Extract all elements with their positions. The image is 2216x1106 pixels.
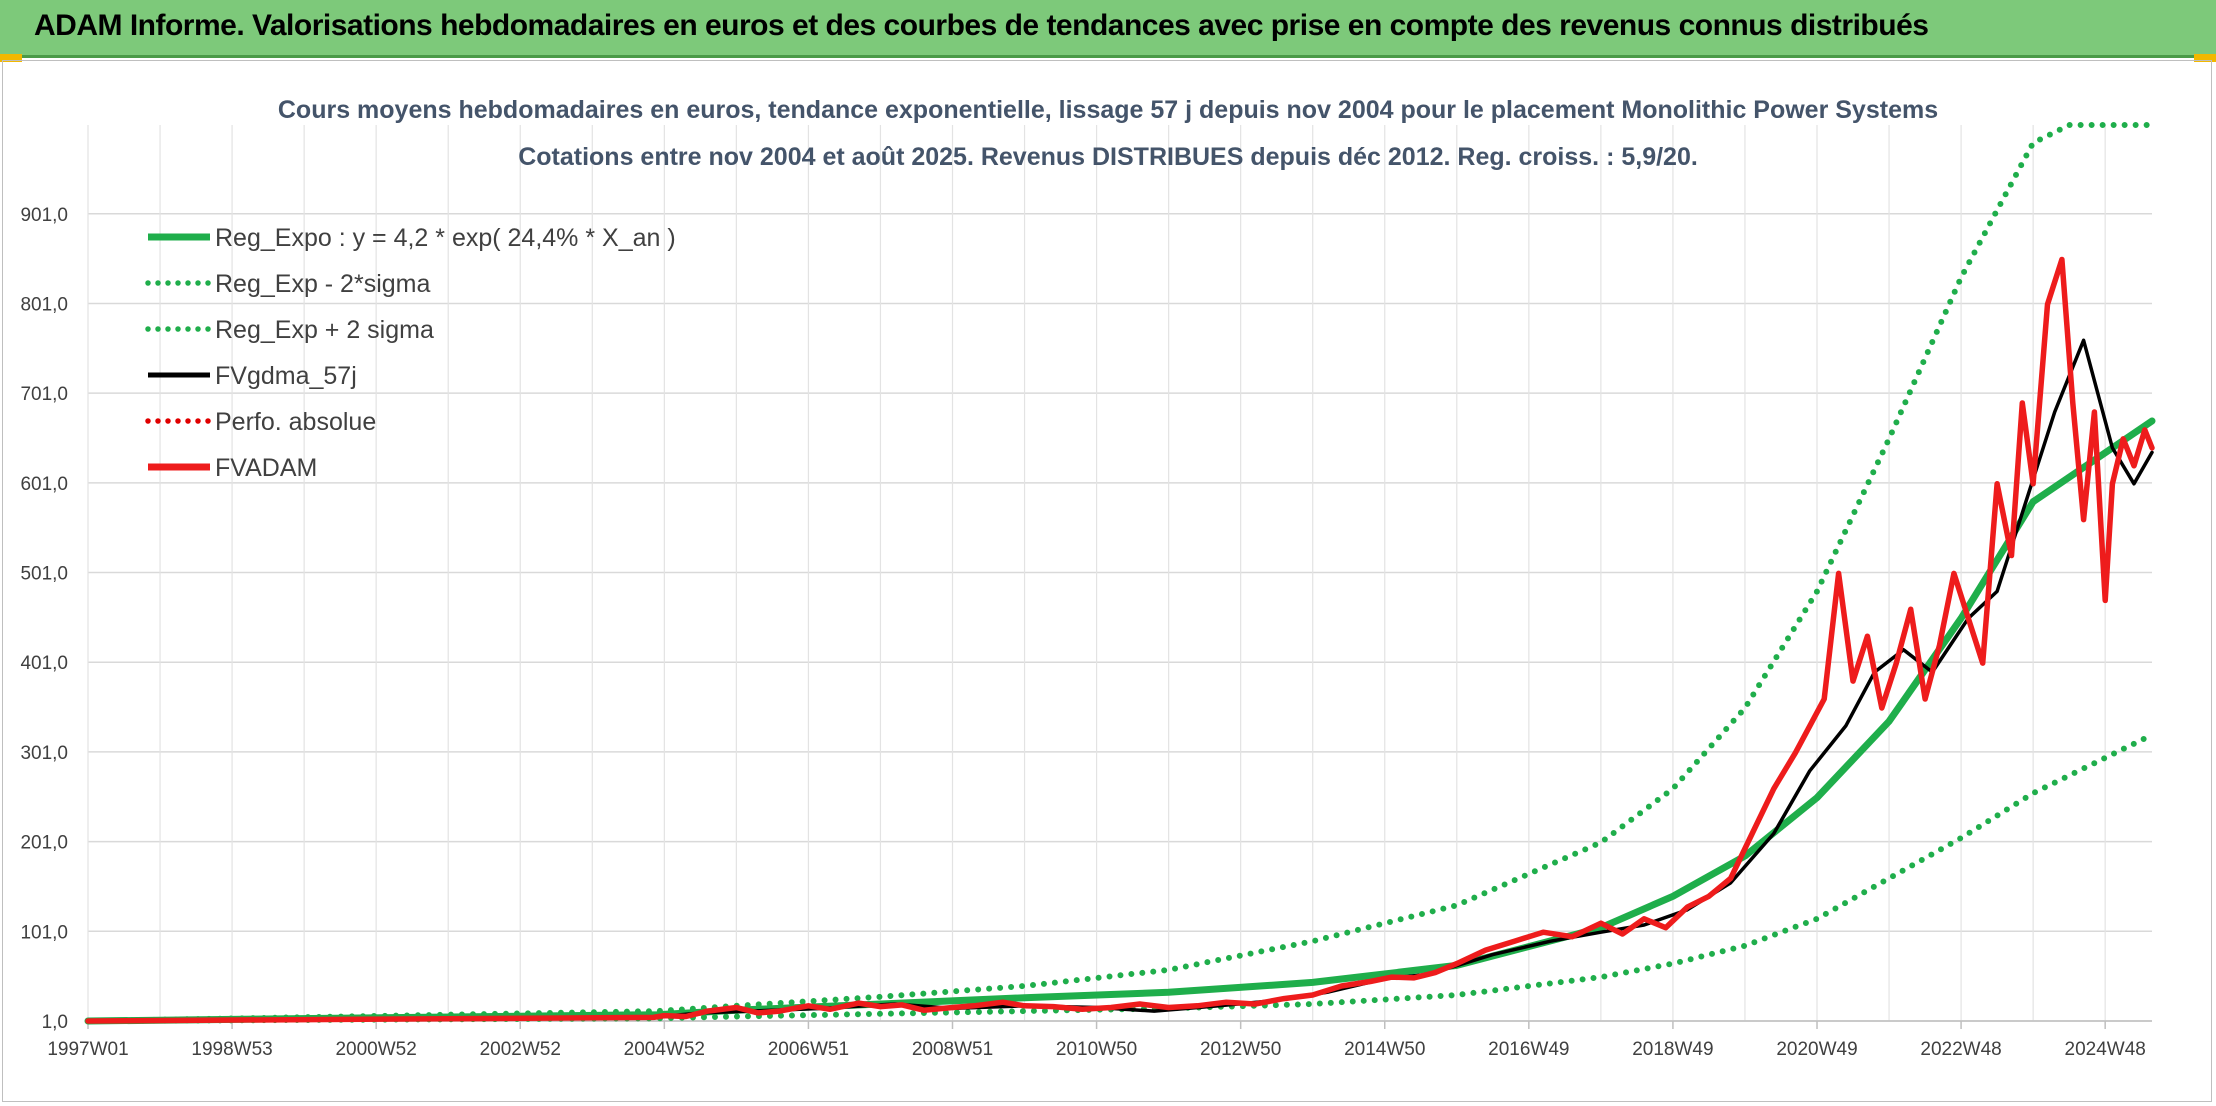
- x-tick-label: 2008W51: [912, 1039, 993, 1060]
- corner-marker-left: [0, 54, 22, 62]
- trend-upper-series: [85, 731, 2155, 1024]
- y-tick-label: 701,0: [20, 384, 68, 405]
- chart-grid: [87, 125, 2152, 1022]
- x-tick-label: 2014W50: [1344, 1039, 1425, 1060]
- moving-average-series: [86, 338, 2154, 1023]
- x-tick-label: 2012W50: [1200, 1039, 1281, 1060]
- y-tick-label: 801,0: [20, 294, 68, 315]
- legend-label: FVgdma_57j: [215, 362, 357, 390]
- x-tick-label: 2016W49: [1488, 1039, 1569, 1060]
- x-tick-label: 2020W49: [1776, 1039, 1857, 1060]
- chart-subtitle: Cotations entre nov 2004 et août 2025. R…: [518, 143, 1698, 171]
- banner-title: ADAM Informe. Valorisations hebdomadaire…: [34, 9, 1929, 42]
- x-tick-label: 2022W48: [1920, 1039, 2001, 1060]
- legend-label: Perfo. absolue: [215, 408, 376, 436]
- x-tick-label: 1997W01: [47, 1039, 128, 1060]
- corner-marker-right: [2194, 54, 2216, 62]
- title-banner: ADAM Informe. Valorisations hebdomadaire…: [0, 0, 2216, 58]
- y-tick-label: 401,0: [20, 653, 68, 674]
- chart-title: Cours moyens hebdomadaires en euros, ten…: [278, 96, 1938, 124]
- y-axis: 1,0 101,0 201,0 301,0 401,0 501,0 601,0 701,0 80…: [20, 205, 68, 1033]
- legend-label: FVADAM: [215, 454, 317, 482]
- x-tick-label: 2000W52: [335, 1039, 416, 1060]
- legend-label: Reg_Expo : y = 4,2 * exp( 24,4% * X_an ): [215, 224, 676, 252]
- y-tick-label: 301,0: [20, 743, 68, 764]
- y-tick-label: 901,0: [20, 205, 68, 226]
- chart-frame: [2, 60, 2212, 1102]
- x-tick-label: 2010W50: [1056, 1039, 1137, 1060]
- legend-label: Reg_Exp - 2*sigma: [215, 270, 430, 298]
- price-series: [85, 256, 2155, 1024]
- trend-exp-series: [85, 122, 2155, 1024]
- y-tick-label: 1,0: [42, 1012, 68, 1033]
- legend-label: Reg_Exp + 2 sigma: [215, 316, 434, 344]
- y-tick-label: 601,0: [20, 474, 68, 495]
- x-tick-label: 2018W49: [1632, 1039, 1713, 1060]
- y-tick-label: 101,0: [20, 922, 68, 943]
- y-tick-label: 501,0: [20, 564, 68, 585]
- x-tick-label: 2004W52: [624, 1039, 705, 1060]
- y-tick-label: 201,0: [20, 833, 68, 854]
- chart-plot-area: [84, 122, 2156, 1025]
- chart-legend: Reg_Expo : y = 4,2 * exp( 24,4% * X_an )…: [145, 224, 676, 482]
- x-tick-label: 2006W51: [768, 1039, 849, 1060]
- x-tick-label: 2024W48: [2065, 1039, 2146, 1060]
- x-tick-label: 1998W53: [191, 1039, 272, 1060]
- x-axis: 1997W01 1998W53 2000W52 2002W52 2004W52 2006W…: [47, 1021, 2146, 1060]
- x-tick-label: 2002W52: [480, 1039, 561, 1060]
